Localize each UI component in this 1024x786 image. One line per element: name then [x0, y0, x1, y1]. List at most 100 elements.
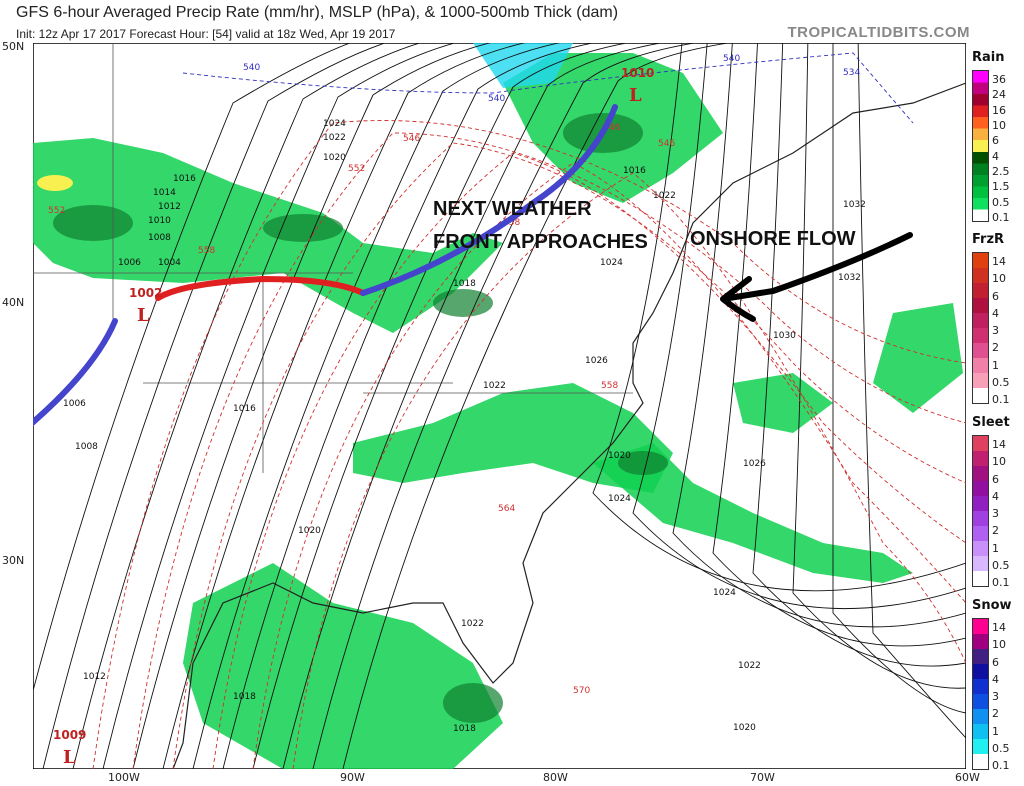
isobar-line [792, 43, 966, 689]
isobar-label: 1006 [118, 258, 141, 268]
legend-rain: Rain 36 24 16 10 6 4 2.5 1.5 0.5 0.1 [972, 50, 1024, 223]
legend-label: 6 [992, 655, 999, 669]
low-pressure-value: 1009 [53, 728, 86, 742]
coastline [172, 82, 966, 769]
isobar-label: 1032 [843, 200, 866, 210]
lat-label-40n: 40N [2, 296, 25, 309]
legend-label: 14 [992, 438, 1006, 451]
isobar-label: 1026 [585, 356, 608, 366]
thickness-label: 534 [843, 68, 860, 78]
contour-labels: 1024 1022 1020 1016 1014 1012 1010 1008 1006 1004… [48, 54, 866, 734]
thickness-label: 564 [498, 504, 515, 514]
isobar-label: 1018 [453, 279, 476, 289]
legend-label: 0.5 [992, 195, 1010, 209]
legend-label: 4 [992, 672, 999, 686]
thickness-line [92, 120, 966, 769]
legend-label: 6 [992, 472, 999, 486]
legend-label: 0.5 [992, 741, 1010, 755]
annotation-next-weather: NEXT WEATHER [433, 198, 592, 220]
legend-colorbar [972, 70, 989, 222]
isobar-label: 1026 [743, 459, 766, 469]
legend-label: 4 [992, 149, 999, 163]
legend-label: 10 [992, 272, 1006, 286]
legend-label: 2.5 [992, 165, 1010, 178]
thickness-line [252, 162, 966, 769]
lon-label-100w: 100W [108, 771, 140, 784]
isobar-label: 1008 [75, 442, 98, 452]
legend-title: Sleet [972, 415, 1010, 430]
thickness-line-cold [182, 52, 914, 124]
thickness-label: 558 [503, 218, 520, 228]
precip-area [183, 563, 503, 769]
state-borders [33, 43, 633, 473]
thickness-line [212, 152, 966, 769]
legend-label: 2 [992, 341, 999, 355]
isobar-label: 1012 [158, 202, 181, 212]
isobar-label: 1022 [738, 661, 761, 671]
legend-label: 2 [992, 707, 999, 721]
isobar-line [102, 43, 457, 769]
isobar-label: 1024 [323, 119, 346, 129]
isobar-line [72, 43, 422, 769]
legend-label: 4 [992, 489, 999, 503]
lat-label-50n: 50N [2, 40, 25, 53]
isobar-label: 1022 [323, 133, 346, 143]
precip-area [353, 383, 673, 493]
onshore-flow-arrow [720, 232, 913, 322]
isobar-label: 1012 [83, 672, 106, 682]
isobar-label: 1008 [148, 233, 171, 243]
isobar-label: 1016 [173, 174, 196, 184]
lon-label-80w: 80W [543, 771, 568, 784]
isobar-line [282, 43, 664, 769]
isobar-label: 1024 [600, 258, 623, 268]
legend-label: 4 [992, 306, 999, 320]
legend-label: 0.5 [992, 558, 1010, 572]
legend-title: Snow [972, 598, 1012, 613]
thickness-line [172, 142, 966, 769]
isobar-line [312, 43, 697, 769]
legend-colorbar [972, 252, 989, 404]
isobar-line [752, 43, 966, 667]
precip-area [733, 373, 833, 433]
legend-label: 10 [992, 119, 1006, 132]
legend-label: 10 [992, 638, 1006, 652]
legend-label: 1 [992, 724, 999, 738]
thickness-label: 558 [198, 246, 215, 256]
isobar-label: 1010 [148, 216, 171, 226]
annotations: NEXT WEATHER FRONT APPROACHES ONSHORE FL… [433, 198, 856, 253]
isobar-label: 1022 [461, 619, 484, 629]
isobar-label: 1024 [608, 494, 631, 504]
isobar-label: 1022 [653, 191, 676, 201]
map-subtitle: Init: 12z Apr 17 2017 Forecast Hour: [54… [16, 27, 396, 41]
intense-precip-area [37, 175, 73, 191]
map-title: GFS 6-hour Averaged Precip Rate (mm/hr),… [16, 4, 619, 21]
thickness-label: 552 [348, 164, 365, 174]
legend-label: 0.1 [992, 393, 1010, 406]
annotation-front-approaches: FRONT APPROACHES [433, 231, 648, 253]
lon-label-70w: 70W [750, 771, 775, 784]
isobar-label: 1020 [733, 723, 756, 733]
legend-label: 24 [992, 88, 1006, 102]
lon-label-60w: 60W [955, 771, 980, 784]
heavy-precip-area [263, 214, 343, 242]
thickness-label: 540 [488, 94, 505, 104]
isobar-line [222, 43, 595, 769]
weather-map: 1024 1022 1020 1016 1014 1012 1010 1008 1006 1004… [33, 43, 966, 769]
isobar-line [42, 43, 387, 769]
isobar-line [132, 43, 491, 769]
isobar-label: 1022 [483, 381, 506, 391]
legend-label: 6 [992, 289, 999, 303]
thickness-label: 570 [573, 686, 590, 696]
fronts-layer [33, 104, 913, 427]
legend-label: 1 [992, 358, 999, 372]
low-symbol: L [629, 85, 642, 106]
heavy-precip-area [618, 451, 668, 475]
legend-label: 14 [992, 621, 1006, 634]
isobar-label: 1018 [233, 692, 256, 702]
isobar-line [632, 43, 966, 609]
isobar-line [252, 43, 629, 769]
cold-front-west [33, 318, 118, 427]
legend-colorbar [972, 435, 989, 587]
legend-sleet: Sleet 14 10 6 4 3 2 1 0.5 0.1 [972, 415, 1024, 588]
legend-label: 6 [992, 134, 999, 148]
